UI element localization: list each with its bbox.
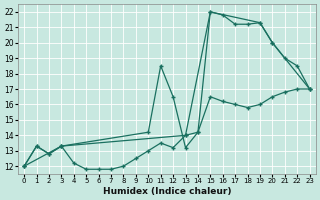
X-axis label: Humidex (Indice chaleur): Humidex (Indice chaleur)	[103, 187, 231, 196]
